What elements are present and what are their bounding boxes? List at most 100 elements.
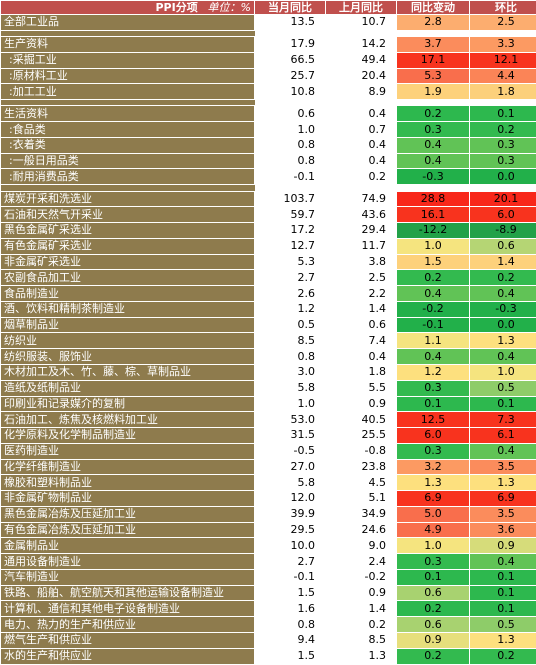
row-cur: -0.1 — [254, 568, 326, 586]
row-cur: 27.0 — [254, 458, 326, 476]
row-chg: -0.1 — [396, 316, 470, 334]
row-prev: 0.2 — [325, 616, 397, 633]
row-chg: 0.3 — [396, 553, 470, 570]
header-unit: 单位：% — [207, 1, 251, 14]
row-chg: 0.6 — [396, 584, 470, 602]
row-prev: 25.5 — [325, 427, 397, 444]
row-chg: 0.3 — [396, 121, 470, 138]
table-row: 黑色金属矿采选业 17.2 29.4 -12.2 -8.9 — [0, 222, 536, 239]
separator-cell — [396, 99, 470, 107]
row-mom: 4.4 — [469, 67, 536, 85]
row-prev: 23.8 — [325, 458, 397, 476]
row-prev: 20.4 — [325, 67, 397, 85]
table-row: 酒、饮料和精制茶制造业 1.2 1.4 -0.2 -0.3 — [0, 300, 536, 318]
row-chg: 1.2 — [396, 363, 470, 381]
table-row: :耐用消费品类 -0.1 0.2 -0.3 0.0 — [0, 168, 536, 186]
row-chg: 0.2 — [396, 647, 470, 665]
row-chg: 28.8 — [396, 190, 470, 208]
table-row: 纺织业 8.5 7.4 1.1 1.3 — [0, 332, 536, 350]
row-name: 通用设备制造业 — [0, 553, 255, 570]
row-mom: 0.3 — [469, 152, 536, 170]
table-row: :食品类 1.0 0.7 0.3 0.2 — [0, 121, 536, 138]
row-prev: 8.9 — [325, 83, 397, 101]
table-row: 非金属矿采选业 5.3 3.8 1.5 1.4 — [0, 253, 536, 271]
row-cur: 12.7 — [254, 237, 326, 255]
row-mom: -8.9 — [469, 222, 536, 239]
row-chg: 0.9 — [396, 631, 470, 649]
row-name: 金属制品业 — [0, 537, 255, 555]
row-chg: 0.4 — [396, 152, 470, 170]
row-name: 水的生产和供应业 — [0, 647, 255, 665]
row-mom: 6.9 — [469, 490, 536, 507]
header-row: PPI分项 单位：% 当月同比 上月同比 同比变动 环比 — [0, 0, 536, 15]
row-name: 石油加工、炼焦及核燃料加工业 — [0, 411, 255, 429]
row-prev: -0.2 — [325, 568, 397, 586]
row-cur: 5.8 — [254, 379, 326, 397]
row-mom: 0.2 — [469, 269, 536, 287]
row-cur: 1.6 — [254, 600, 326, 618]
row-chg: 1.1 — [396, 332, 470, 350]
table-row: 印刷业和记录媒介的复制 1.0 0.9 0.1 0.1 — [0, 395, 536, 413]
row-prev: 40.5 — [325, 411, 397, 429]
row-chg: 16.1 — [396, 206, 470, 224]
row-mom: 2.5 — [469, 14, 536, 31]
row-cur: 12.0 — [254, 490, 326, 507]
row-mom: 3.6 — [469, 521, 536, 539]
row-cur: 5.8 — [254, 474, 326, 492]
table-row: 水的生产和供应业 1.5 1.3 0.2 0.2 — [0, 647, 536, 665]
table-row: 黑色金属冶炼及压延加工业 39.9 34.9 5.0 3.5 — [0, 505, 536, 523]
table-row: :加工工业 10.8 8.9 1.9 1.8 — [0, 83, 536, 101]
row-mom: 0.3 — [469, 136, 536, 154]
row-name: 全部工业品 — [0, 14, 255, 31]
row-chg: 1.5 — [396, 253, 470, 271]
row-mom: 0.4 — [469, 553, 536, 570]
row-cur: 3.0 — [254, 363, 326, 381]
row-cur: 0.8 — [254, 616, 326, 633]
row-mom: 0.1 — [469, 568, 536, 586]
row-prev: 43.6 — [325, 206, 397, 224]
row-mom: 7.3 — [469, 411, 536, 429]
row-cur: 2.7 — [254, 269, 326, 287]
row-name: 纺织业 — [0, 332, 255, 350]
table-row: 生产资料 17.9 14.2 3.7 3.3 — [0, 36, 536, 53]
row-prev: 0.9 — [325, 395, 397, 413]
row-cur: 1.2 — [254, 300, 326, 318]
row-chg: 4.9 — [396, 521, 470, 539]
row-prev: 24.6 — [325, 521, 397, 539]
row-name: :加工工业 — [0, 83, 255, 101]
table-row: 计算机、通信和其他电子设备制造业 1.6 1.4 0.2 0.1 — [0, 600, 536, 618]
separator-cell — [0, 29, 255, 38]
row-prev: -0.8 — [325, 442, 397, 460]
row-chg: -0.2 — [396, 300, 470, 318]
row-prev: 0.7 — [325, 121, 397, 138]
row-cur: 0.8 — [254, 348, 326, 365]
row-chg: 0.2 — [396, 269, 470, 287]
row-cur: 17.2 — [254, 222, 326, 239]
row-name: 非金属矿物制品业 — [0, 490, 255, 507]
table-row: 全部工业品 13.5 10.7 2.8 2.5 — [0, 14, 536, 31]
row-prev: 9.0 — [325, 537, 397, 555]
row-prev: 4.5 — [325, 474, 397, 492]
row-cur: 10.0 — [254, 537, 326, 555]
row-name: 生活资料 — [0, 105, 255, 123]
row-chg: 17.1 — [396, 51, 470, 69]
row-mom: 1.0 — [469, 363, 536, 381]
row-cur: 29.5 — [254, 521, 326, 539]
row-prev: 1.3 — [325, 647, 397, 665]
row-prev: 0.4 — [325, 105, 397, 123]
row-name: 计算机、通信和其他电子设备制造业 — [0, 600, 255, 618]
table-row: 造纸及纸制品业 5.8 5.5 0.3 0.5 — [0, 379, 536, 397]
row-cur: 2.7 — [254, 553, 326, 570]
header-mom: 环比 — [469, 0, 536, 15]
row-chg: 1.0 — [396, 537, 470, 555]
row-prev: 0.4 — [325, 136, 397, 154]
table-row: 有色金属冶炼及压延加工业 29.5 24.6 4.9 3.6 — [0, 521, 536, 539]
row-mom: 0.4 — [469, 348, 536, 365]
row-cur: 31.5 — [254, 427, 326, 444]
row-cur: 66.5 — [254, 51, 326, 69]
table-row: 汽车制造业 -0.1 -0.2 0.1 0.1 — [0, 568, 536, 586]
separator-cell — [325, 29, 397, 38]
row-name: :食品类 — [0, 121, 255, 138]
table-row: 燃气生产和供应业 9.4 8.5 0.9 1.3 — [0, 631, 536, 649]
row-chg: 0.1 — [396, 395, 470, 413]
